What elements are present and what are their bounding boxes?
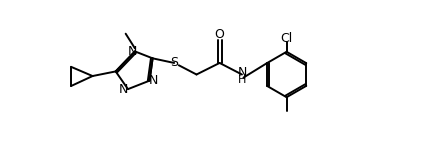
Text: Cl: Cl — [280, 32, 293, 45]
Text: N: N — [119, 83, 128, 96]
Text: N: N — [149, 74, 159, 87]
Text: O: O — [215, 28, 225, 41]
Text: H: H — [238, 75, 246, 85]
Text: N: N — [237, 66, 247, 79]
Text: S: S — [170, 57, 178, 69]
Text: N: N — [128, 45, 137, 58]
